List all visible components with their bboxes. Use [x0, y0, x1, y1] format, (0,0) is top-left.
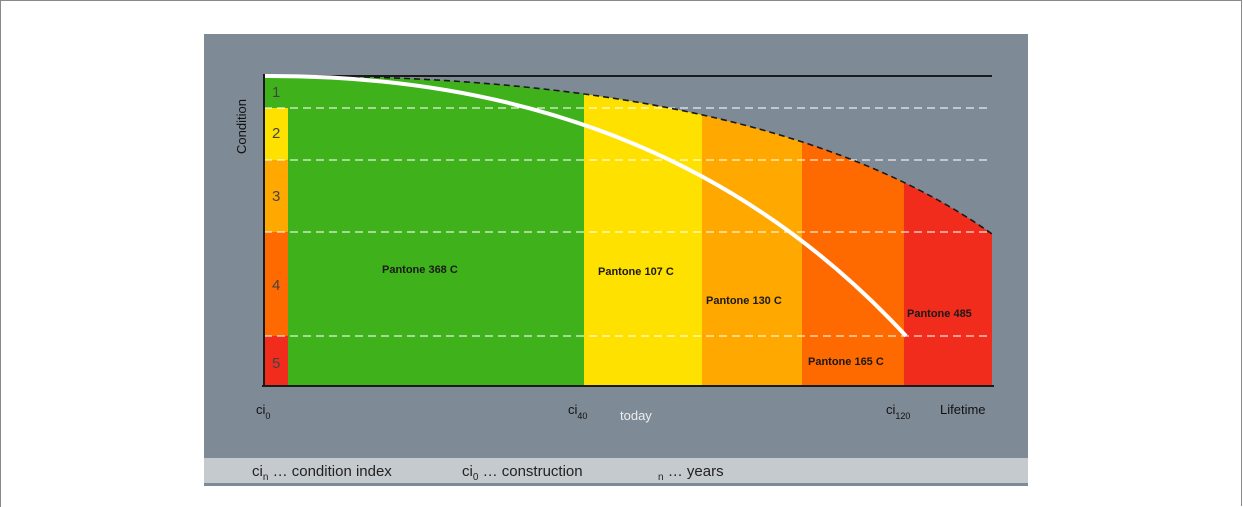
- zone-label-130c: Pantone 130 C: [706, 295, 782, 307]
- legend-bar: cin … condition index ci0 … construction…: [204, 458, 1028, 486]
- zone-label-368c: Pantone 368 C: [382, 264, 458, 276]
- class-number-3: 3: [272, 188, 280, 205]
- x-tick-ci40: ci40: [568, 402, 587, 421]
- zone-yellow: [584, 64, 702, 386]
- zone-orange: [802, 64, 904, 386]
- zone-label-107c: Pantone 107 C: [598, 266, 674, 278]
- condition-class-strip: [264, 76, 288, 386]
- figure-panel: 1 2 3 4 5 Pantone 368 C Pantone 107 C Pa…: [204, 34, 1028, 458]
- today-label: today: [620, 408, 652, 423]
- legend-construction: ci0 … construction: [462, 463, 583, 483]
- x-tick-ci120: ci120: [886, 402, 910, 421]
- class-number-4: 4: [272, 277, 280, 294]
- zone-label-485: Pantone 485: [907, 308, 972, 320]
- class-number-2: 2: [272, 125, 280, 142]
- legend-years: n … years: [658, 463, 724, 483]
- condition-lifetime-diagram: 1 2 3 4 5 Pantone 368 C Pantone 107 C Pa…: [204, 34, 1028, 458]
- legend-condition-index: cin … condition index: [252, 463, 392, 483]
- x-tick-ci0: ci0: [256, 402, 270, 421]
- class-number-1: 1: [272, 84, 280, 101]
- zone-green: [264, 64, 584, 386]
- zone-label-165c: Pantone 165 C: [808, 356, 884, 368]
- zone-orange-light: [702, 64, 802, 386]
- class-number-5: 5: [272, 355, 280, 372]
- x-tick-labels: ci0 ci40 ci120: [256, 402, 910, 421]
- colored-zones: [264, 64, 994, 386]
- x-axis-label: Lifetime: [940, 402, 986, 417]
- zone-red: [904, 64, 994, 386]
- y-axis-label: Condition: [234, 99, 249, 154]
